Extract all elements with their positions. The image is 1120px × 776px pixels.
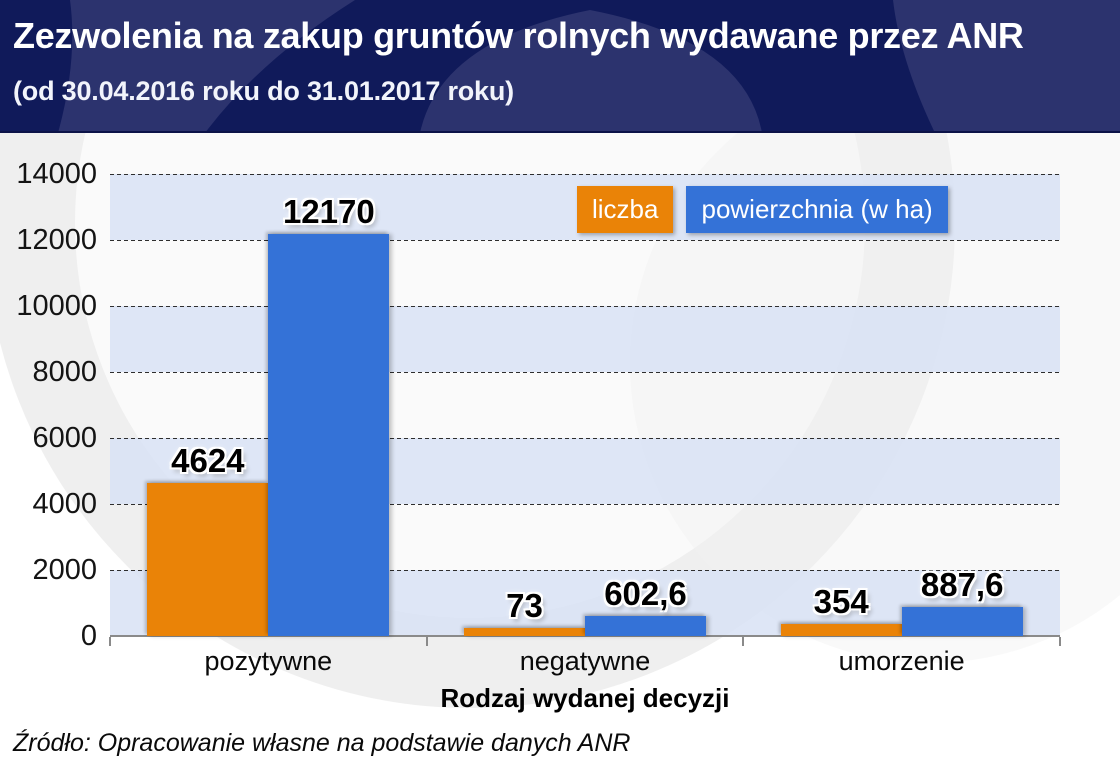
- y-tick-label: 2000: [32, 554, 97, 586]
- x-axis-title: Rodzaj wydanej decyzji: [440, 683, 730, 713]
- bar-powierzchnia-negatywne: [585, 616, 706, 636]
- x-axis-tick: [742, 637, 745, 646]
- value-label: 4624: [171, 442, 245, 479]
- source-note: Źródło: Opracowanie własne na podstawie …: [13, 729, 631, 757]
- gridline-10000: [110, 306, 1060, 307]
- x-axis-line: [110, 635, 1060, 637]
- y-tick-label: 12000: [16, 224, 97, 256]
- gridline-8000: [110, 372, 1060, 373]
- chart-subtitle: (od 30.04.2016 roku do 31.01.2017 roku): [13, 76, 514, 106]
- value-label: 73: [506, 587, 543, 624]
- x-axis-tick: [1059, 637, 1061, 646]
- y-tick-label: 6000: [32, 422, 97, 454]
- legend: liczba powierzchnia (w ha): [577, 186, 948, 233]
- gridline-14000: [110, 174, 1060, 175]
- header: Zezwolenia na zakup gruntów rolnych wyda…: [0, 0, 1120, 133]
- header-watermark-arcs: [58, 0, 1120, 131]
- bar-liczba-pozytywne: [147, 483, 269, 636]
- value-label: 887,6: [920, 566, 1004, 603]
- chart-title: Zezwolenia na zakup gruntów rolnych wyda…: [13, 15, 1024, 56]
- gridline-12000: [110, 240, 1060, 241]
- y-tick-label: 14000: [16, 158, 97, 190]
- y-tick-label: 4000: [32, 488, 97, 520]
- gridline-2000: [110, 570, 1060, 571]
- x-axis-tick: [109, 637, 111, 646]
- value-label: 12170: [282, 193, 375, 230]
- bar-liczba-umorzenie: [780, 624, 902, 636]
- legend-item-liczba: liczba: [577, 186, 674, 233]
- category-label-negatywne: negatywne: [519, 646, 651, 676]
- bar-powierzchnia-pozytywne: [268, 234, 390, 636]
- gridline-6000: [110, 438, 1060, 439]
- bar-liczba-negatywne: [464, 628, 585, 636]
- y-tick-label: 0: [80, 620, 97, 652]
- plot: 0 2000 4000 6000 8000 10000 12000 14000 4624 1217…: [0, 133, 1120, 776]
- category-label-pozytywne: pozytywne: [204, 646, 333, 676]
- plot-band: [110, 306, 1060, 372]
- y-tick-label: 10000: [16, 290, 97, 322]
- value-label: 602,6: [604, 575, 687, 612]
- gridline-4000: [110, 504, 1060, 505]
- y-tick-label: 8000: [32, 356, 97, 388]
- category-label-umorzenie: umorzenie: [838, 646, 965, 676]
- chart-area: 0 2000 4000 6000 8000 10000 12000 14000 4624 1217…: [0, 133, 1120, 776]
- legend-item-powierzchnia: powierzchnia (w ha): [686, 186, 948, 233]
- value-label: 354: [813, 583, 869, 620]
- x-axis-tick: [425, 637, 428, 646]
- bar-powierzchnia-umorzenie: [901, 607, 1023, 636]
